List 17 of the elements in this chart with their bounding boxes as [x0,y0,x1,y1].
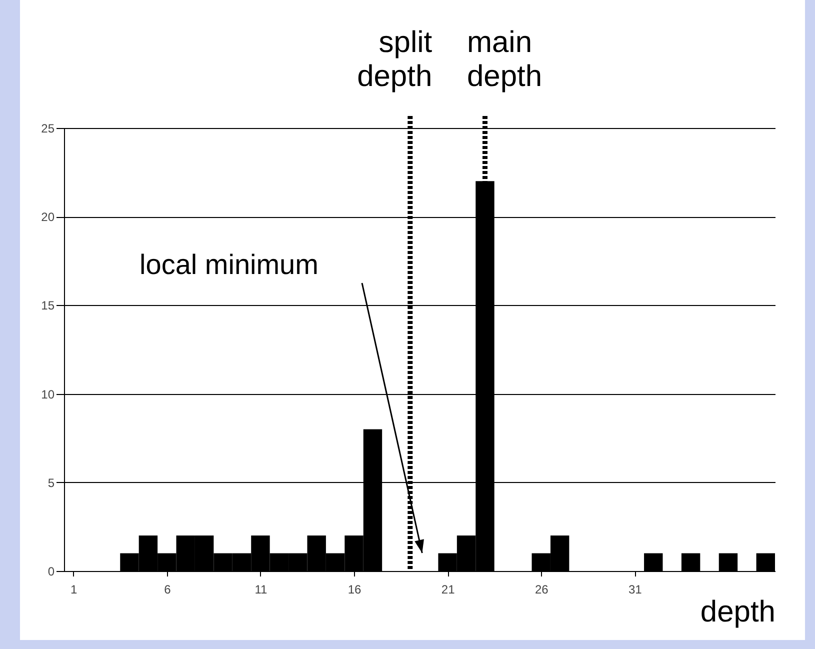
annotation: local minimum [140,249,318,280]
y-tick-label: 25 [41,122,55,136]
x-tick-label: 11 [254,582,268,596]
x-tick-label: 1 [70,582,78,596]
y-tick-label: 0 [48,564,55,578]
ref-line-label: main depth [466,26,542,93]
y-tick-label: 5 [48,476,55,490]
y-tick-label: 20 [41,210,55,224]
x-tick-label: 6 [164,582,172,596]
x-axis-title: depth [700,596,776,628]
y-tick-label: 10 [41,387,55,402]
x-tick-label: 31 [628,582,642,596]
ref-line-label: split depth [357,26,433,93]
x-tick-label: 26 [534,582,549,596]
x-tick-label: 16 [348,582,362,596]
x-tick-label: 21 [441,582,456,596]
y-tick-label: 15 [41,298,55,313]
